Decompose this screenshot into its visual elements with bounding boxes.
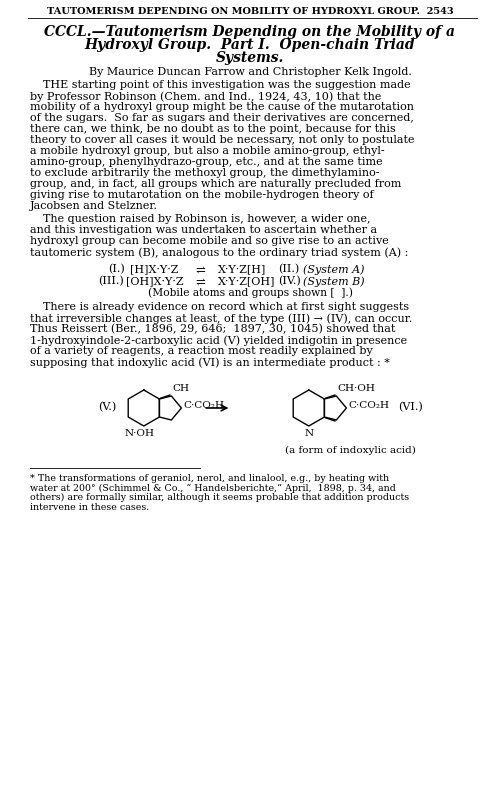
Text: 1-hydroxyindole-2-carboxylic acid (V) yielded indigotin in presence: 1-hydroxyindole-2-carboxylic acid (V) yi… (30, 335, 407, 346)
Text: (a form of indoxylic acid): (a form of indoxylic acid) (284, 446, 416, 455)
Text: C·CO₂H: C·CO₂H (184, 402, 224, 410)
Text: there can, we think, be no doubt as to the point, because for this: there can, we think, be no doubt as to t… (30, 124, 396, 134)
Text: and this investigation was undertaken to ascertain whether a: and this investigation was undertaken to… (30, 225, 377, 235)
Text: of the sugars.  So far as sugars and their derivatives are concerned,: of the sugars. So far as sugars and thei… (30, 113, 414, 123)
Text: CH: CH (172, 384, 190, 393)
Text: ⇌: ⇌ (196, 276, 206, 289)
Text: supposing that indoxylic acid (VI) is an intermediate product : *: supposing that indoxylic acid (VI) is an… (30, 357, 390, 367)
Text: Hydroxyl Group.  Part I.  Open-chain Triad: Hydroxyl Group. Part I. Open-chain Triad (84, 38, 415, 52)
Text: Jacobsen and Stelzner.: Jacobsen and Stelzner. (30, 201, 158, 211)
Text: (System B): (System B) (303, 276, 364, 286)
Text: (I.): (I.) (108, 264, 125, 274)
Text: N·OH: N·OH (125, 429, 155, 438)
Text: [H]X·Y·Z: [H]X·Y·Z (130, 264, 178, 274)
Text: others) are formally similar, although it seems probable that addition products: others) are formally similar, although i… (30, 493, 409, 502)
Text: (II.): (II.) (278, 264, 299, 274)
Text: The question raised by Robinson is, however, a wider one,: The question raised by Robinson is, howe… (43, 214, 370, 224)
Text: * The transformations of geraniol, nerol, and linalool, e.g., by heating with: * The transformations of geraniol, nerol… (30, 474, 389, 483)
Text: of a variety of reagents, a reaction most readily explained by: of a variety of reagents, a reaction mos… (30, 346, 373, 356)
Text: theory to cover all cases it would be necessary, not only to postulate: theory to cover all cases it would be ne… (30, 135, 414, 145)
Text: N: N (304, 429, 314, 438)
Text: water at 200° (Schimmel & Co., “ Handelsberichte,” April,  1898, p. 34, and: water at 200° (Schimmel & Co., “ Handels… (30, 483, 396, 493)
Text: CCCL.—Tautomerism Depending on the Mobility of a: CCCL.—Tautomerism Depending on the Mobil… (44, 25, 456, 39)
Text: intervene in these cases.: intervene in these cases. (30, 502, 149, 511)
Text: by Professor Robinson (Chem. and Ind., 1924, 43, 10) that the: by Professor Robinson (Chem. and Ind., 1… (30, 91, 382, 102)
Text: X·Y·Z[OH]: X·Y·Z[OH] (218, 276, 276, 286)
Text: tautomeric system (B), analogous to the ordinary triad system (A) :: tautomeric system (B), analogous to the … (30, 247, 408, 258)
Text: to exclude arbitrarily the methoxyl group, the dimethylamino-: to exclude arbitrarily the methoxyl grou… (30, 168, 380, 178)
Text: (Mobile atoms and groups shown [  ].): (Mobile atoms and groups shown [ ].) (148, 287, 352, 298)
Text: (IV.): (IV.) (278, 276, 301, 286)
Text: C·CO₂H: C·CO₂H (348, 402, 390, 410)
Text: that irreversible changes at least, of the type (III) → (IV), can occur.: that irreversible changes at least, of t… (30, 313, 412, 323)
Text: (III.): (III.) (98, 276, 124, 286)
Text: (VI.): (VI.) (398, 402, 423, 412)
Text: group, and, in fact, all groups which are naturally precluded from: group, and, in fact, all groups which ar… (30, 179, 402, 189)
Text: There is already evidence on record which at first sight suggests: There is already evidence on record whic… (43, 302, 409, 312)
Text: CH·OH: CH·OH (338, 384, 376, 393)
Text: THE starting point of this investigation was the suggestion made: THE starting point of this investigation… (43, 80, 410, 90)
Text: By Maurice Duncan Farrow and Christopher Kelk Ingold.: By Maurice Duncan Farrow and Christopher… (88, 67, 411, 77)
Text: giving rise to mutarotation on the mobile-hydrogen theory of: giving rise to mutarotation on the mobil… (30, 190, 374, 200)
Text: amino-group, phenylhydrazo-group, etc., and at the same time: amino-group, phenylhydrazo-group, etc., … (30, 157, 383, 167)
Text: X·Y·Z[H]: X·Y·Z[H] (218, 264, 266, 274)
Text: a mobile hydroxyl group, but also a mobile amino-group, ethyl-: a mobile hydroxyl group, but also a mobi… (30, 146, 385, 156)
Text: Systems.: Systems. (216, 51, 284, 65)
Text: ⇌: ⇌ (196, 264, 206, 277)
Text: mobility of a hydroxyl group might be the cause of the mutarotation: mobility of a hydroxyl group might be th… (30, 102, 414, 112)
Text: (System A): (System A) (303, 264, 364, 274)
Text: [OH]X·Y·Z: [OH]X·Y·Z (126, 276, 184, 286)
Text: hydroxyl group can become mobile and so give rise to an active: hydroxyl group can become mobile and so … (30, 236, 389, 246)
Text: Thus Reissert (Ber., 1896, 29, 646;  1897, 30, 1045) showed that: Thus Reissert (Ber., 1896, 29, 646; 1897… (30, 324, 396, 334)
Text: (V.): (V.) (98, 402, 116, 412)
Text: TAUTOMERISM DEPENDING ON MOBILITY OF HYDROXYL GROUP.  2543: TAUTOMERISM DEPENDING ON MOBILITY OF HYD… (46, 7, 454, 16)
